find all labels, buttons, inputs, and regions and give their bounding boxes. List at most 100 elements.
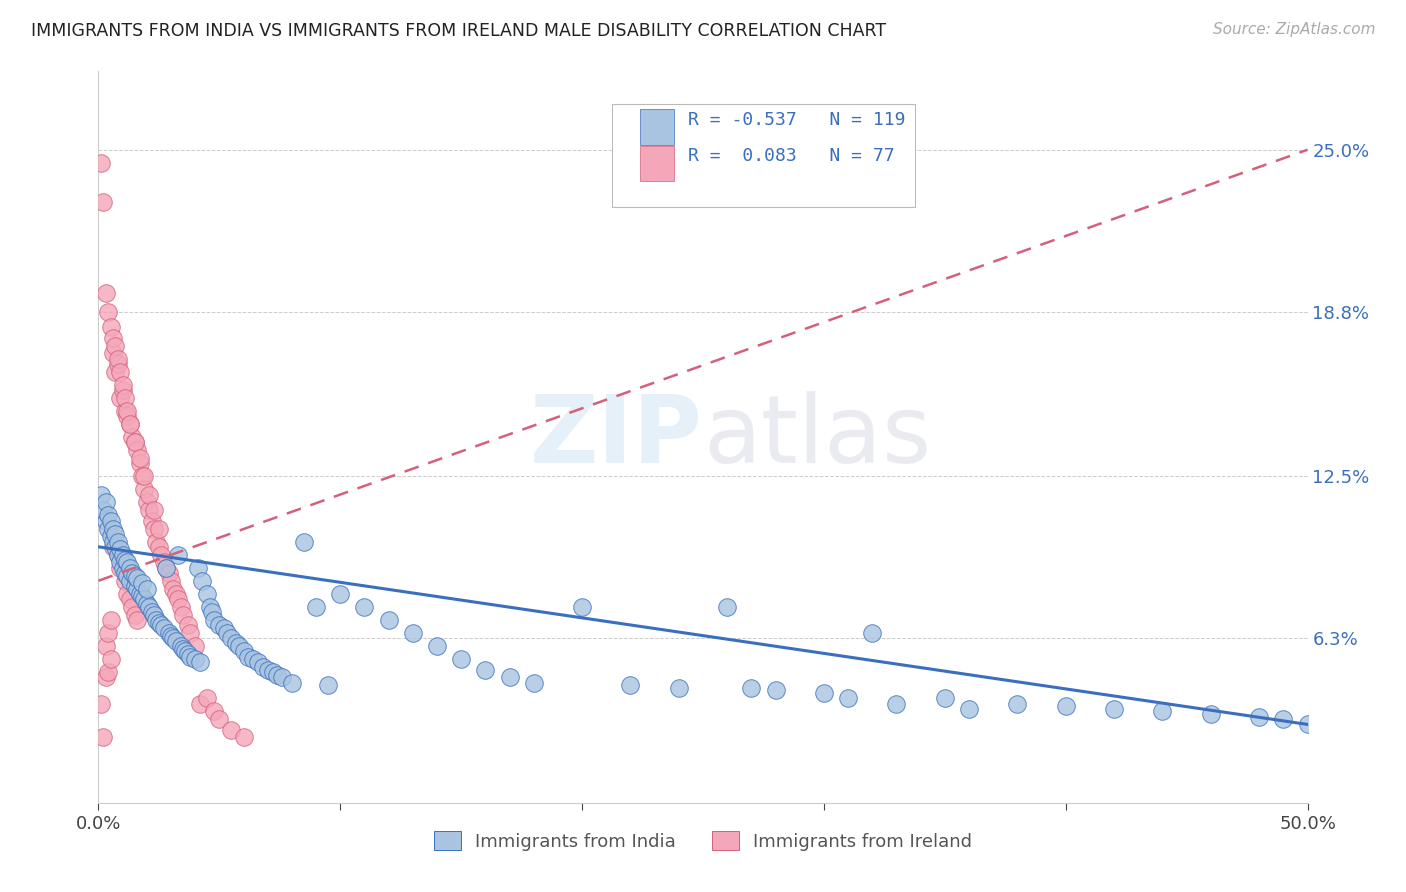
Point <box>107 548 129 562</box>
Point <box>329 587 352 601</box>
Point <box>90 487 112 501</box>
Point <box>131 576 153 591</box>
Point <box>1249 709 1271 723</box>
Point <box>668 681 690 695</box>
Point <box>94 286 117 301</box>
Point <box>111 548 134 562</box>
Point <box>134 592 156 607</box>
Point <box>124 607 146 622</box>
Point <box>118 574 141 588</box>
Point <box>114 553 136 567</box>
Point <box>104 526 127 541</box>
Point <box>100 320 122 334</box>
Point <box>353 599 375 614</box>
Point <box>195 691 218 706</box>
Point <box>101 534 124 549</box>
Legend: Immigrants from India, Immigrants from Ireland: Immigrants from India, Immigrants from I… <box>425 822 981 860</box>
Point <box>402 626 425 640</box>
Point <box>837 691 859 706</box>
Point <box>155 560 177 574</box>
Point <box>305 599 328 614</box>
Point <box>165 587 187 601</box>
Point <box>228 639 250 653</box>
Point <box>157 626 180 640</box>
Point <box>167 592 190 607</box>
Point <box>316 678 339 692</box>
Point <box>1007 697 1029 711</box>
Point <box>143 607 166 622</box>
Point <box>127 571 149 585</box>
Point <box>152 621 174 635</box>
Point <box>104 540 127 554</box>
Point <box>204 705 226 719</box>
Point <box>100 652 122 666</box>
Point <box>165 633 187 648</box>
Point <box>145 534 167 549</box>
Point <box>212 621 235 635</box>
Point <box>765 683 787 698</box>
Point <box>619 678 641 692</box>
Point <box>256 663 278 677</box>
Point <box>208 618 231 632</box>
Point <box>108 365 131 379</box>
Point <box>138 503 160 517</box>
Point <box>124 435 146 450</box>
Point <box>100 613 122 627</box>
Text: R =  0.083   N = 77: R = 0.083 N = 77 <box>689 147 896 165</box>
Point <box>101 521 124 535</box>
Point <box>138 487 160 501</box>
Point <box>1054 699 1077 714</box>
Point <box>571 599 593 614</box>
Point <box>195 587 218 601</box>
Point <box>107 548 129 562</box>
Point <box>134 469 156 483</box>
Point <box>104 365 127 379</box>
Point <box>201 605 224 619</box>
Point <box>117 587 139 601</box>
Point <box>118 592 141 607</box>
Point <box>100 514 122 528</box>
Point <box>128 456 150 470</box>
Point <box>221 632 243 646</box>
Point <box>160 629 183 643</box>
Point <box>252 660 274 674</box>
Point <box>94 639 117 653</box>
Point <box>121 430 143 444</box>
Point <box>184 652 207 666</box>
Point <box>143 521 166 535</box>
Point <box>124 579 146 593</box>
Point <box>111 383 134 397</box>
Point <box>91 503 114 517</box>
Point <box>117 568 139 582</box>
Point <box>118 417 141 431</box>
Point <box>100 529 122 543</box>
Point <box>101 346 124 360</box>
Point <box>188 697 211 711</box>
Point <box>135 582 157 596</box>
Point <box>271 670 294 684</box>
Point <box>97 626 120 640</box>
Point <box>104 534 127 549</box>
Point <box>1199 706 1222 721</box>
Point <box>117 409 139 424</box>
Point <box>169 599 191 614</box>
Point <box>281 675 304 690</box>
Point <box>114 574 136 588</box>
Point <box>124 435 146 450</box>
Point <box>94 670 117 684</box>
Point <box>172 607 194 622</box>
Point <box>523 675 546 690</box>
Point <box>148 615 170 630</box>
Point <box>160 574 183 588</box>
Point <box>108 560 131 574</box>
FancyBboxPatch shape <box>640 110 673 145</box>
Point <box>108 556 131 570</box>
Text: IMMIGRANTS FROM INDIA VS IMMIGRANTS FROM IRELAND MALE DISABILITY CORRELATION CHA: IMMIGRANTS FROM INDIA VS IMMIGRANTS FROM… <box>31 22 886 40</box>
Point <box>114 566 136 580</box>
Point <box>117 556 139 570</box>
Point <box>174 644 197 658</box>
Text: atlas: atlas <box>703 391 931 483</box>
Point <box>740 681 762 695</box>
Point <box>198 599 221 614</box>
Point <box>232 644 254 658</box>
